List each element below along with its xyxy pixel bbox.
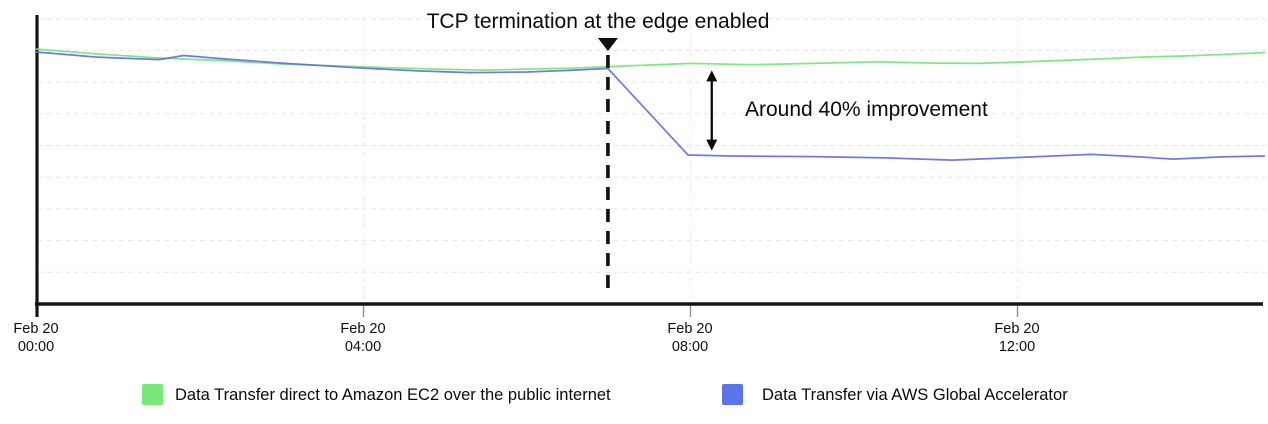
tick-date: Feb 20 <box>340 321 386 337</box>
legend-label-global-accelerator: Data Transfer via AWS Global Accelerator <box>762 386 1068 404</box>
improvement-arrow-head-down <box>706 139 718 151</box>
x-tick-label-0400: Feb 20 04:00 <box>340 321 385 356</box>
series-line-public-internet <box>35 48 1266 71</box>
x-tick-label-0800: Feb 20 08:00 <box>667 321 712 356</box>
tick-time: 00:00 <box>17 338 55 355</box>
improvement-annotation-label: Around 40% improvement <box>745 98 988 121</box>
legend-swatch-global-accelerator <box>722 384 743 405</box>
tick-time: 12:00 <box>998 338 1036 355</box>
improvement-arrow-head-up <box>706 70 718 82</box>
event-marker-triangle <box>597 38 618 51</box>
x-tick-label-1200: Feb 20 12:00 <box>994 321 1039 356</box>
tick-date: Feb 20 <box>667 321 713 337</box>
tick-date: Feb 20 <box>13 321 59 337</box>
series-line-global-accelerator <box>35 51 1266 161</box>
legend-swatch-public-internet <box>142 384 163 405</box>
tick-time: 04:00 <box>344 338 382 355</box>
legend-label-public-internet: Data Transfer direct to Amazon EC2 over … <box>175 386 611 404</box>
event-annotation-label: TCP termination at the edge enabled <box>426 10 770 33</box>
tick-time: 08:00 <box>671 338 709 355</box>
tick-date: Feb 20 <box>994 321 1040 337</box>
x-tick-label-0000: Feb 20 00:00 <box>13 321 58 356</box>
